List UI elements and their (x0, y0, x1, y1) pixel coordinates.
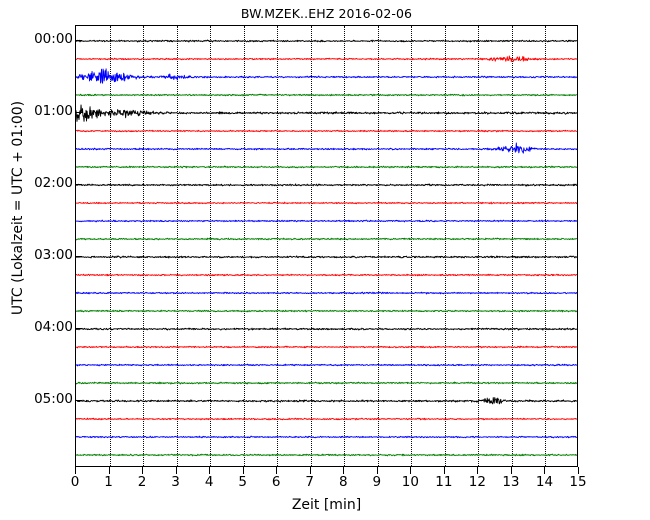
grid-line-vertical (377, 26, 379, 466)
grid-line-vertical (411, 26, 413, 466)
seismogram-trace (76, 302, 577, 320)
y-tick-label: 03:00 (34, 247, 73, 263)
grid-line-vertical (277, 26, 279, 466)
seismogram-trace (76, 428, 577, 446)
x-tick-label: 15 (569, 474, 587, 490)
x-tick-mark (410, 467, 412, 474)
x-tick-mark (209, 467, 211, 474)
seismogram-trace (76, 32, 577, 50)
y-tick-mark (75, 400, 82, 401)
seismogram-trace (76, 158, 577, 176)
y-tick-label: 01:00 (34, 103, 73, 119)
grid-line-vertical (143, 26, 145, 466)
grid-line-vertical (109, 26, 111, 466)
chart-title: BW.MZEK..EHZ 2016-02-06 (240, 6, 413, 21)
x-tick-mark (376, 467, 378, 474)
seismogram-trace (76, 176, 577, 194)
seismogram-trace (76, 320, 577, 338)
x-tick-label: 2 (137, 474, 147, 490)
x-tick-label: 7 (305, 474, 315, 490)
x-tick-label: 12 (468, 474, 486, 490)
x-tick-mark (578, 467, 579, 474)
x-tick-label: 8 (338, 474, 348, 490)
x-tick-mark (175, 467, 177, 474)
grid-line-vertical (344, 26, 346, 466)
seismogram-trace (76, 284, 577, 302)
seismogram-trace (76, 410, 577, 428)
x-tick-mark (276, 467, 278, 474)
seismogram-trace (76, 230, 577, 248)
seismogram-trace (76, 140, 577, 158)
x-tick-label: 1 (104, 474, 113, 490)
x-tick-mark (343, 467, 345, 474)
x-tick-label: 6 (271, 474, 281, 490)
plot-area (75, 25, 578, 467)
trace-container (76, 26, 577, 466)
y-tick-mark (75, 40, 82, 41)
seismogram-trace (76, 356, 577, 374)
x-tick-mark (75, 467, 76, 474)
grid-line-vertical (511, 26, 513, 466)
seismogram-trace (76, 122, 577, 140)
grid-lines (76, 26, 577, 466)
x-tick-label: 9 (372, 474, 382, 490)
x-axis-title: Zeit [min] (291, 497, 362, 513)
seismogram-trace (76, 338, 577, 356)
seismogram-trace (76, 68, 577, 86)
x-tick-mark (309, 467, 311, 474)
x-tick-label: 11 (435, 474, 453, 490)
grid-line-vertical (444, 26, 446, 466)
grid-line-vertical (210, 26, 212, 466)
seismogram-trace (76, 248, 577, 266)
x-tick-mark (477, 467, 479, 474)
y-tick-label: 02:00 (34, 175, 73, 191)
grid-line-vertical (545, 26, 547, 466)
y-tick-mark (75, 328, 82, 329)
grid-line-vertical (310, 26, 312, 466)
x-tick-mark (142, 467, 144, 474)
y-tick-label: 04:00 (34, 319, 73, 335)
x-tick-mark (108, 467, 110, 474)
y-tick-label: 05:00 (34, 391, 73, 407)
x-tick-label: 5 (238, 474, 247, 490)
x-tick-mark (242, 467, 244, 474)
y-tick-mark (75, 256, 82, 257)
grid-line-vertical (176, 26, 178, 466)
seismogram-trace (76, 266, 577, 284)
y-tick-mark (75, 112, 82, 113)
x-tick-mark (510, 467, 512, 474)
x-tick-label: 3 (171, 474, 180, 490)
seismogram-trace (76, 392, 577, 410)
seismogram-trace (76, 50, 577, 68)
seismogram-trace (76, 194, 577, 212)
y-tick-mark (75, 184, 82, 185)
x-tick-mark (443, 467, 445, 474)
y-tick-label: 00:00 (34, 31, 73, 47)
x-tick-label: 13 (502, 474, 520, 490)
seismogram-trace (76, 446, 577, 464)
x-tick-label: 0 (70, 474, 80, 490)
x-tick-mark (544, 467, 546, 474)
x-tick-label: 10 (401, 474, 419, 490)
seismogram-trace (76, 212, 577, 230)
x-tick-label: 14 (535, 474, 554, 490)
seismogram-trace (76, 374, 577, 392)
grid-line-vertical (243, 26, 245, 466)
x-tick-label: 4 (204, 474, 214, 490)
seismogram-trace (76, 104, 577, 122)
grid-line-vertical (478, 26, 480, 466)
seismogram-trace (76, 86, 577, 104)
